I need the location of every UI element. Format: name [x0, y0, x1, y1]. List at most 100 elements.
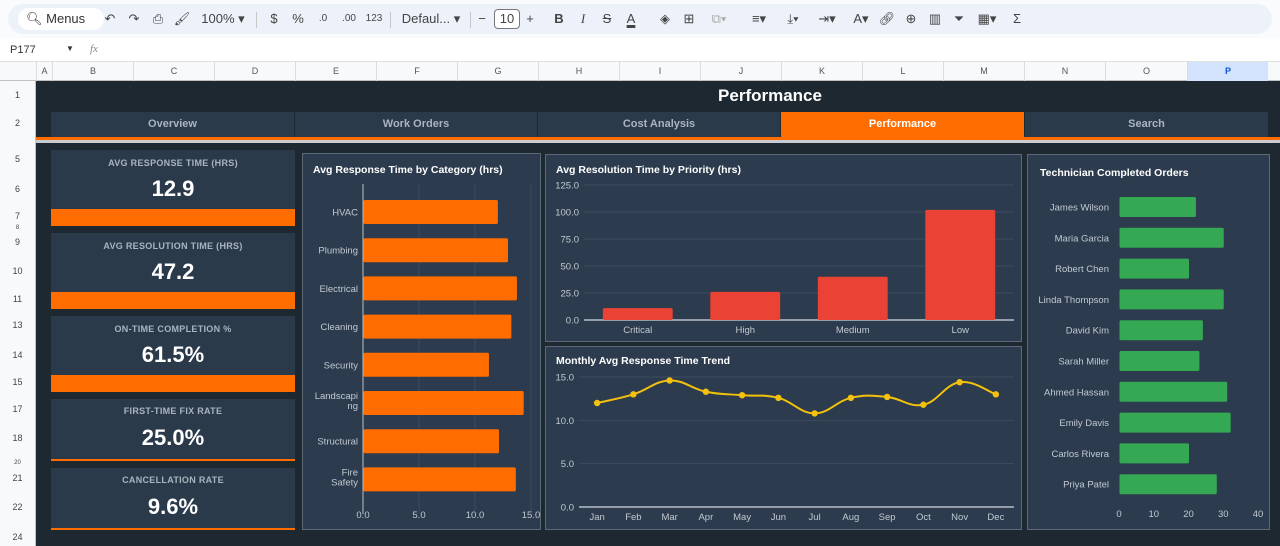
tick-label: 0.0	[356, 510, 369, 521]
currency-button[interactable]: $	[270, 11, 278, 26]
tab-cost-analysis[interactable]: Cost Analysis	[538, 112, 780, 137]
category-chart-panel: Avg Response Time by Category (hrs) 0.0 5…	[302, 153, 541, 530]
row-header[interactable]: 6	[14, 184, 20, 194]
category-label: Plumbing	[318, 246, 358, 257]
row-header[interactable]: 1	[14, 90, 20, 100]
vertical-align-icon[interactable]: ⤓▾	[787, 11, 799, 26]
tab-overview[interactable]: Overview	[51, 112, 294, 137]
merge-cells-icon[interactable]: ⧉▾	[711, 11, 727, 26]
name-box-dropdown-icon[interactable]: ▼	[66, 44, 74, 53]
column-header[interactable]: H	[538, 62, 619, 81]
column-header[interactable]: N	[1024, 62, 1105, 81]
row-header[interactable]: 10	[12, 266, 23, 276]
category-label: Electrical	[319, 284, 358, 295]
column-header[interactable]: E	[295, 62, 376, 81]
text-color-button[interactable]: A	[626, 11, 636, 26]
column-header[interactable]: D	[214, 62, 295, 81]
more-formats-button[interactable]: 123	[365, 13, 383, 24]
font-select[interactable]: Defaul... ▾	[401, 11, 461, 26]
kpi-label: CANCELLATION RATE	[122, 475, 224, 485]
column-header[interactable]: K	[781, 62, 862, 81]
paint-format-icon[interactable]: 🖌︎	[173, 11, 191, 26]
align-icon[interactable]: ≡▾	[751, 11, 767, 26]
kpi-bar	[51, 528, 295, 530]
decrease-decimal-button[interactable]: .0	[318, 13, 328, 24]
font-size-input[interactable]: 10	[494, 9, 520, 29]
functions-button[interactable]: Σ	[1012, 11, 1022, 26]
row-header[interactable]: 24	[12, 532, 23, 542]
row-header[interactable]: 17	[12, 404, 23, 414]
bold-button[interactable]: B	[554, 11, 564, 26]
column-header[interactable]: O	[1105, 62, 1187, 81]
filter-icon[interactable]: ⏷	[953, 11, 965, 26]
column-header[interactable]: L	[862, 62, 943, 81]
rotate-icon[interactable]: A▾	[853, 11, 869, 26]
filter-views-icon[interactable]: ▦▾	[977, 11, 997, 26]
percent-button[interactable]: %	[292, 11, 304, 26]
fill-color-icon[interactable]: ◈	[660, 11, 670, 26]
bar	[1119, 443, 1189, 464]
row-header[interactable]: 18	[12, 433, 23, 443]
column-header[interactable]: J	[700, 62, 781, 81]
row-header[interactable]: 20	[14, 460, 21, 466]
row-header[interactable]: 14	[12, 350, 23, 360]
category-label: Low	[952, 325, 970, 336]
tab-work-orders[interactable]: Work Orders	[295, 112, 537, 137]
column-header[interactable]: P	[1187, 62, 1268, 81]
row-header[interactable]: 21	[12, 473, 23, 483]
category-label: Nov	[951, 512, 968, 523]
row-header[interactable]: 22	[12, 502, 23, 512]
tick-label: 20	[1183, 509, 1194, 520]
data-point	[702, 388, 710, 395]
strikethrough-button[interactable]: S	[602, 11, 612, 26]
category-label: ng	[347, 401, 358, 412]
category-chart: 0.0 5.0 10.0 15.0 HVAC Plumbing Electrical Clea…	[315, 184, 540, 521]
column-header[interactable]: C	[133, 62, 214, 81]
row-header[interactable]: 11	[12, 294, 23, 304]
wrap-icon[interactable]: ⇥▾	[818, 11, 836, 26]
row-header[interactable]: 2	[14, 118, 20, 128]
tab-performance[interactable]: Performance	[781, 112, 1024, 137]
column-header[interactable]: F	[376, 62, 457, 81]
tick-label: 0.0	[566, 316, 579, 327]
row-header[interactable]: 13	[12, 320, 23, 330]
column-header[interactable]: M	[943, 62, 1024, 81]
bar	[363, 467, 516, 492]
toolbar: 🔍︎ Menus ↶ ↷ ⎙ 🖌︎ 100% ▾ $ % .0 .00 123 …	[0, 0, 1280, 38]
undo-icon[interactable]: ↶	[104, 11, 116, 26]
tick-label: 5.0	[561, 459, 574, 470]
tick-label: 10.0	[466, 510, 485, 521]
row-header[interactable]: 9	[14, 237, 20, 247]
column-header[interactable]: B	[52, 62, 133, 81]
italic-button[interactable]: I	[580, 11, 586, 26]
row-header[interactable]: 8	[15, 225, 20, 231]
borders-icon[interactable]: ⊞	[683, 11, 695, 26]
zoom-select[interactable]: 100% ▾	[201, 11, 245, 26]
category-label: Sep	[879, 512, 896, 523]
comment-icon[interactable]: ⊕	[905, 11, 917, 26]
name-box[interactable]: P177	[10, 44, 36, 56]
row-header[interactable]: 7	[14, 211, 20, 221]
link-icon[interactable]: 🔗︎	[878, 11, 896, 26]
toolbar-bar: 🔍︎ Menus ↶ ↷ ⎙ 🖌︎ 100% ▾ $ % .0 .00 123 …	[8, 4, 1272, 34]
menus-label: Menus	[46, 11, 86, 26]
print-icon[interactable]: ⎙	[152, 11, 164, 26]
category-label: Mar	[661, 512, 677, 523]
chart-icon[interactable]: ▥	[928, 11, 942, 26]
row-header[interactable]: 15	[12, 377, 23, 387]
data-point	[920, 401, 927, 408]
redo-icon[interactable]: ↷	[128, 11, 140, 26]
row-header[interactable]: 5	[14, 154, 20, 164]
column-header[interactable]: I	[619, 62, 700, 81]
category-label: David Kim	[1066, 326, 1109, 337]
data-point	[811, 410, 818, 417]
bar	[1119, 381, 1228, 402]
category-label: Sarah Miller	[1058, 357, 1109, 368]
tab-search[interactable]: Search	[1025, 112, 1268, 137]
increase-decimal-button[interactable]: .00	[342, 13, 356, 24]
column-header[interactable]: A	[36, 62, 52, 81]
column-header[interactable]: G	[457, 62, 538, 81]
decrease-font-size-button[interactable]: −	[478, 11, 486, 26]
increase-font-size-button[interactable]: +	[526, 11, 534, 26]
menus-search[interactable]: 🔍︎ Menus	[18, 8, 104, 30]
